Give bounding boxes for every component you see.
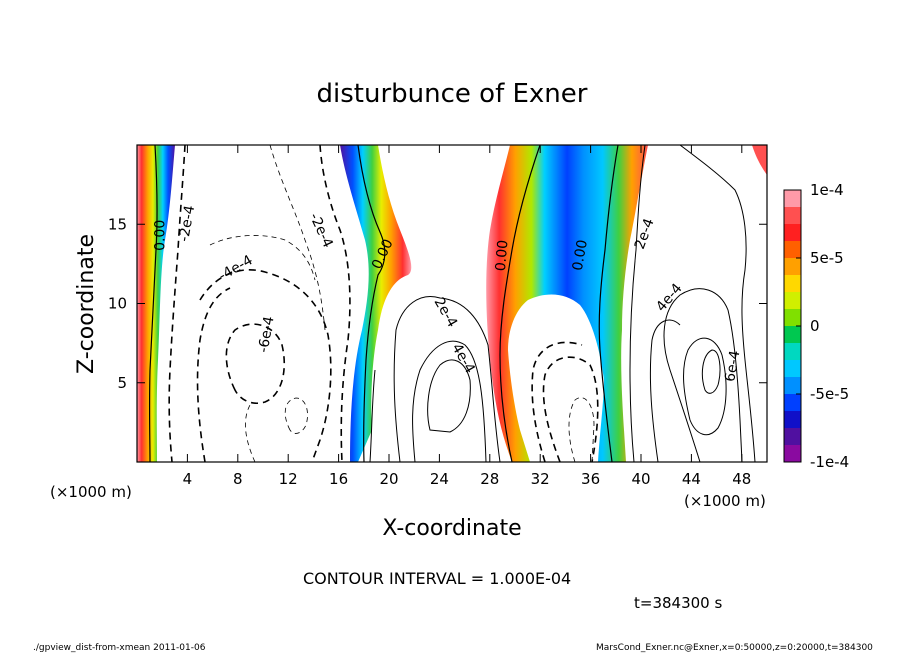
- contour-label: -2e-4: [176, 204, 198, 243]
- colorbar-swatch: [784, 343, 801, 361]
- colorbar-swatch: [784, 207, 801, 225]
- footer-right: MarsCond_Exner.nc@Exner,x=0:50000,z=0:20…: [596, 643, 873, 653]
- colorbar-swatch: [784, 190, 801, 208]
- colorbar-swatch: [784, 411, 801, 429]
- y-axis-label: Z-coordinate: [74, 234, 99, 374]
- x-tick-label: 40: [631, 470, 650, 488]
- contour-label: 0.00: [493, 239, 512, 271]
- zero-contours: [148, 145, 619, 462]
- colorbar-swatch: [784, 360, 801, 378]
- y-axis-ticks: 5 10 15: [108, 215, 767, 392]
- x-tick-label: 24: [430, 470, 449, 488]
- colorbar-labels: 1e-4 5e-5 0 -5e-5 -1e-4: [796, 181, 849, 471]
- x-tick-label: 48: [732, 470, 751, 488]
- colorbar-swatch: [784, 224, 801, 242]
- contour-label: 6e-4: [722, 349, 743, 383]
- colorbar-swatch: [784, 394, 801, 412]
- contour-label: 0.00: [153, 220, 169, 251]
- colorbar-tick-label: -1e-4: [810, 453, 849, 471]
- y-axis-unit: (×1000 m): [50, 483, 132, 501]
- colorbar-swatch: [784, 377, 801, 395]
- time-stamp: t=384300 s: [634, 594, 722, 612]
- y-tick-label: 15: [108, 215, 127, 233]
- x-tick-label: 36: [581, 470, 600, 488]
- x-tick-label: 4: [183, 470, 193, 488]
- contour-field: 0.00 -2e-4-4e-4-6e-4-2e-40.002e-44e-40.00…: [137, 145, 767, 462]
- colorbar-tick-label: 5e-5: [810, 249, 844, 267]
- chart-title: disturbunce of Exner: [317, 79, 588, 109]
- y-tick-label: 5: [117, 374, 127, 392]
- dashed-contours-bold: [168, 145, 599, 462]
- right-plume-band: [752, 145, 767, 175]
- colorbar-swatch: [784, 241, 801, 259]
- x-axis-unit: (×1000 m): [684, 492, 766, 510]
- x-tick-label: 32: [531, 470, 550, 488]
- colorbar-swatch: [784, 292, 801, 310]
- colorbar-swatch: [784, 428, 801, 446]
- colorbar-tick-label: -5e-5: [810, 385, 849, 403]
- colorbar-swatch: [784, 275, 801, 293]
- footer-left: ./gpview_dist-from-xmean 2011-01-06: [33, 643, 206, 653]
- colorbar-swatch: [784, 445, 801, 463]
- contour-label: -6e-4: [256, 315, 278, 354]
- x-tick-label: 20: [379, 470, 398, 488]
- left-plume-band: [137, 145, 175, 462]
- x-axis-label: X-coordinate: [382, 516, 521, 541]
- colorbar-tick-label: 1e-4: [810, 181, 844, 199]
- contour-label: 0.00: [570, 239, 591, 272]
- contour-interval-note: CONTOUR INTERVAL = 1.000E-04: [303, 569, 571, 588]
- x-tick-label: 12: [279, 470, 298, 488]
- x-tick-label: 28: [480, 470, 499, 488]
- second-plume-band: [340, 145, 412, 462]
- x-tick-label: 44: [682, 470, 701, 488]
- colorbar-swatch: [784, 309, 801, 327]
- colorbar: [784, 190, 801, 463]
- colorbar-swatch: [784, 258, 801, 276]
- solid-contours: [369, 145, 756, 462]
- x-tick-label: 16: [329, 470, 348, 488]
- x-tick-label: 8: [233, 470, 243, 488]
- x-axis-ticks: 4 8 12 16 20 24 28 32 36 40 44 48: [183, 145, 751, 488]
- colorbar-tick-label: 0: [810, 317, 820, 335]
- y-tick-label: 10: [108, 295, 127, 313]
- dashed-contours-thin: [209, 145, 595, 462]
- colorbar-swatch: [784, 326, 801, 344]
